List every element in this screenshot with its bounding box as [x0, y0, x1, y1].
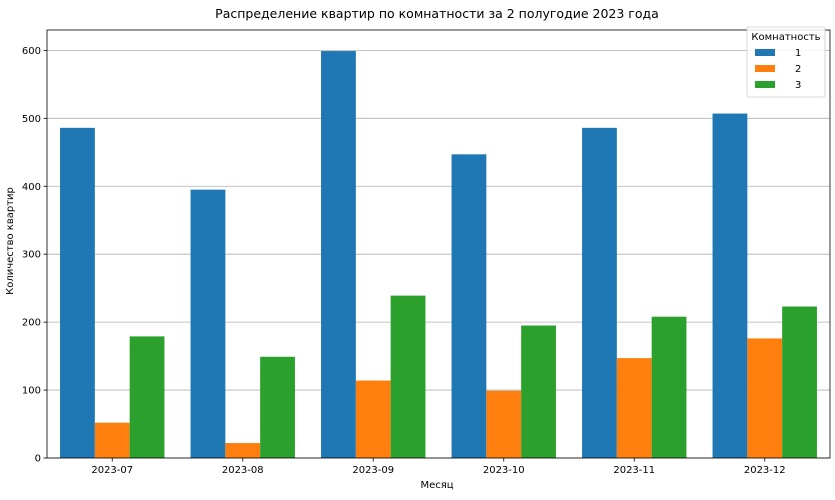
- legend-box: [746, 26, 826, 98]
- bar-series-2-2023-08: [225, 443, 261, 458]
- legend-title: Комнатность: [751, 32, 820, 43]
- legend-label-1: 1: [795, 48, 801, 59]
- x-tick-label: 2023-11: [613, 465, 655, 476]
- legend: Комнатность 1 2 3: [746, 26, 826, 98]
- bar-series-3-2023-09: [390, 295, 426, 458]
- bar-series-2-2023-10: [486, 390, 522, 458]
- legend-label-3: 3: [795, 80, 801, 91]
- bar-series-3-2023-08: [260, 356, 295, 458]
- bar-series-3-2023-10: [521, 325, 556, 458]
- legend-items: 1 2 3: [755, 48, 801, 91]
- bar-series-2-2023-09: [355, 380, 391, 458]
- y-tick-label: 500: [22, 114, 41, 125]
- bars: [60, 51, 817, 459]
- bar-series-1-2023-08: [190, 189, 226, 458]
- bar-series-2-2023-12: [747, 338, 783, 458]
- x-tick-label: 2023-07: [91, 465, 133, 476]
- bar-series-3-2023-07: [129, 336, 165, 458]
- axis-ticks: 0 100 200 300 400 500 600 2023-07 2023-08 2023-09…: [22, 46, 786, 476]
- axes-frame: [46, 29, 831, 459]
- bar-series-1-2023-10: [451, 154, 487, 459]
- chart-title: Распределение квартир по комнатности за …: [215, 6, 659, 21]
- legend-swatch-1: [755, 49, 775, 56]
- x-axis-label: Месяц: [420, 480, 453, 491]
- gridlines: [47, 49, 830, 459]
- y-tick-label: 400: [22, 182, 41, 193]
- bar-series-1-2023-11: [582, 127, 617, 458]
- bar-series-2-2023-11: [616, 358, 652, 458]
- legend-swatch-2: [755, 65, 775, 72]
- x-tick-label: 2023-09: [352, 465, 394, 476]
- bar-series-1-2023-09: [321, 51, 356, 459]
- bar-series-2-2023-07: [94, 422, 130, 458]
- x-tick-label: 2023-10: [483, 465, 525, 476]
- y-tick-label: 100: [22, 386, 41, 397]
- y-axis-label: Количество квартир: [5, 187, 16, 295]
- x-tick-label: 2023-12: [744, 465, 786, 476]
- y-tick-label: 200: [22, 318, 41, 329]
- y-tick-label: 300: [22, 250, 41, 261]
- legend-swatch-3: [755, 81, 775, 88]
- bar-series-3-2023-11: [651, 316, 687, 458]
- bar-series-1-2023-07: [60, 127, 95, 458]
- bar-series-1-2023-12: [712, 113, 748, 459]
- y-tick-label: 0: [35, 454, 41, 465]
- y-tick-label: 600: [22, 46, 41, 57]
- x-tick-label: 2023-08: [222, 465, 264, 476]
- bar-series-3-2023-12: [782, 306, 817, 458]
- legend-label-2: 2: [795, 64, 801, 75]
